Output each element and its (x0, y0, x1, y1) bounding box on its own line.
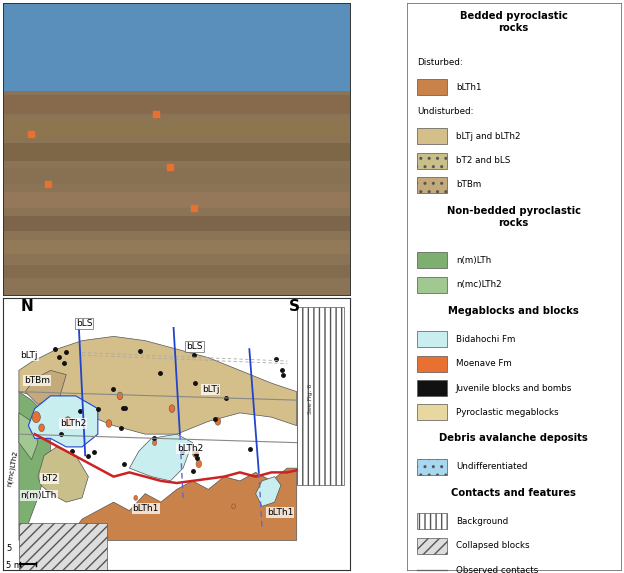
Circle shape (196, 460, 202, 468)
Bar (3, 192, 350, 207)
Text: bLTj: bLTj (202, 384, 220, 394)
Text: Juvenile blocks and bombs: Juvenile blocks and bombs (456, 383, 572, 393)
Text: N: N (21, 299, 33, 314)
Circle shape (64, 417, 71, 426)
Text: Undifferentiated: Undifferentiated (456, 462, 527, 472)
Text: bLTh1: bLTh1 (456, 83, 481, 92)
Text: bT2 and bLS: bT2 and bLS (456, 156, 510, 165)
Polygon shape (38, 447, 89, 502)
Text: bLTj and bLTh2: bLTj and bLTh2 (456, 132, 520, 141)
Text: bLTh2: bLTh2 (177, 444, 203, 453)
Bar (3, 119, 350, 138)
Text: Pyroclastic megablocks: Pyroclastic megablocks (456, 408, 558, 417)
Bar (417, 380, 447, 396)
Polygon shape (66, 468, 296, 540)
Text: bLTj: bLTj (21, 351, 38, 360)
Text: n(mc)LTh2: n(mc)LTh2 (456, 280, 502, 289)
Circle shape (169, 405, 175, 413)
Text: Observed contacts: Observed contacts (456, 566, 538, 573)
Text: bLTh1: bLTh1 (266, 508, 293, 517)
Text: See Fig. 6: See Fig. 6 (308, 383, 313, 414)
Circle shape (215, 418, 221, 425)
Bar (3, 143, 350, 161)
Text: n(m)LTh: n(m)LTh (456, 256, 491, 265)
Bar (417, 331, 447, 347)
Text: Bedded pyroclastic
rocks: Bedded pyroclastic rocks (460, 11, 568, 33)
Bar (3, 216, 350, 231)
Circle shape (32, 411, 41, 423)
Bar (417, 177, 447, 193)
Text: S: S (289, 299, 300, 314)
Bar (417, 152, 447, 168)
Text: bLTh1: bLTh1 (132, 504, 159, 513)
Bar (417, 405, 447, 421)
Text: Non-bedded pyroclastic
rocks: Non-bedded pyroclastic rocks (447, 206, 581, 227)
Bar (3, 95, 350, 114)
Text: bLTh2: bLTh2 (60, 419, 86, 427)
Bar (3, 265, 350, 278)
Bar (296, 307, 344, 485)
Text: Moenave Fm: Moenave Fm (456, 359, 512, 368)
Bar (417, 128, 447, 144)
Bar (417, 356, 447, 372)
Text: Bidahochi Fm: Bidahochi Fm (456, 335, 515, 344)
Circle shape (152, 439, 157, 446)
Bar (417, 253, 447, 268)
Polygon shape (256, 477, 281, 507)
Bar (3, 167, 350, 184)
Bar (417, 277, 447, 293)
Circle shape (134, 495, 138, 500)
Text: bLS: bLS (76, 319, 92, 328)
Circle shape (106, 419, 112, 427)
Bar (417, 459, 447, 475)
Polygon shape (19, 336, 296, 434)
Polygon shape (19, 523, 107, 570)
Polygon shape (25, 370, 66, 405)
Polygon shape (19, 413, 38, 460)
Circle shape (232, 504, 235, 509)
Text: n(mc)LTh2: n(mc)LTh2 (6, 449, 19, 486)
Text: Undisturbed:: Undisturbed: (417, 107, 474, 116)
Text: Contacts and features: Contacts and features (451, 488, 576, 498)
Text: n(m)LTh: n(m)LTh (21, 491, 57, 500)
Text: Disturbed:: Disturbed: (417, 58, 463, 67)
Text: Background: Background (456, 517, 508, 526)
Circle shape (193, 449, 199, 457)
Text: bT2: bT2 (41, 474, 58, 483)
Text: bTBm: bTBm (24, 376, 50, 385)
Bar (3, 240, 350, 254)
Bar (417, 513, 447, 529)
Text: Debris avalanche deposits: Debris avalanche deposits (439, 433, 588, 444)
Polygon shape (129, 434, 193, 481)
Text: bTBm: bTBm (456, 180, 481, 190)
Text: 5 m: 5 m (6, 561, 22, 570)
Text: 5: 5 (6, 544, 11, 553)
Bar (417, 80, 447, 95)
Bar (417, 538, 447, 554)
Circle shape (39, 424, 44, 431)
Circle shape (117, 392, 123, 400)
Polygon shape (19, 391, 51, 540)
Text: Megablocks and blocks: Megablocks and blocks (448, 306, 579, 316)
Polygon shape (28, 396, 98, 447)
Text: bLS: bLS (186, 342, 203, 351)
Text: Collapsed blocks: Collapsed blocks (456, 541, 529, 550)
Bar (3, 3, 350, 91)
